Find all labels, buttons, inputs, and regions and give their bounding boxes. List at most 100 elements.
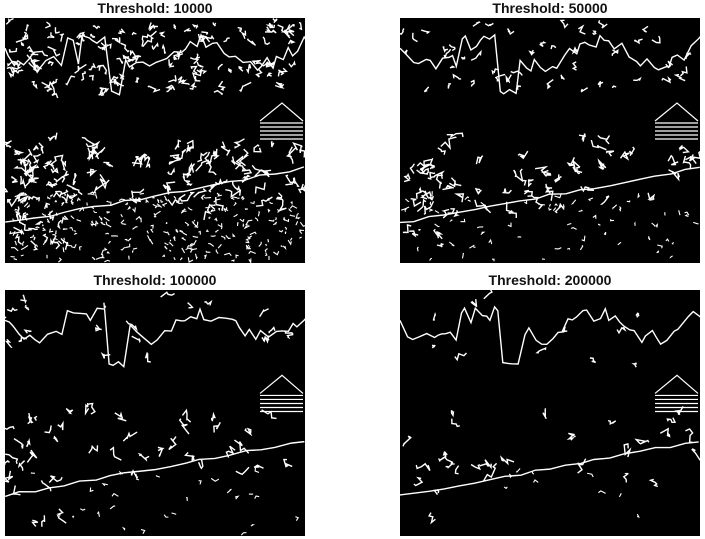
ground-edge: [257, 211, 260, 217]
crowd-edge: [446, 132, 464, 139]
ground-edge: [173, 236, 176, 242]
ground-edge: [185, 247, 192, 251]
crowd-edge: [174, 139, 182, 150]
foliage-edge: [661, 75, 672, 84]
tree-trunk-edge: [453, 209, 460, 218]
crowd-edge: [566, 157, 575, 167]
crowd-edge: [566, 432, 576, 441]
ground-edge: [626, 200, 631, 203]
crowd-edge: [659, 427, 671, 438]
foliage-edge: [116, 57, 124, 65]
ground-edge: [42, 227, 47, 231]
ground-edge: [163, 231, 168, 234]
ground-edge: [69, 226, 74, 231]
ground-edge: [184, 221, 190, 227]
foliage-edge: [442, 46, 449, 53]
crowd-edge: [648, 478, 659, 488]
crowd-edge: [172, 148, 187, 160]
ground-edge: [131, 196, 135, 201]
foliage-edge: [165, 84, 173, 93]
crowd-edge: [297, 188, 305, 194]
ground-edge: [235, 254, 239, 259]
foliage-edge: [195, 53, 201, 60]
ground-edge: [473, 246, 476, 248]
foliage-edge: [74, 63, 87, 74]
crowd-edge: [157, 446, 165, 457]
ground-edge: [67, 195, 73, 199]
ground-edge: [70, 243, 77, 249]
ground-edge: [276, 209, 281, 213]
foliage-edge: [589, 357, 597, 364]
ground-edge: [295, 221, 299, 226]
ground-edge: [152, 196, 155, 199]
foliage-edge: [120, 42, 130, 53]
tree-trunk-edge: [41, 515, 46, 527]
edge-map: [5, 18, 305, 263]
ground-edge: [29, 234, 35, 239]
ground-edge: [267, 208, 271, 213]
tree-trunk-edge: [60, 237, 69, 250]
ground-edge: [480, 201, 486, 207]
foliage-edge: [204, 34, 215, 43]
foliage-edge: [33, 59, 42, 70]
ground-edge: [180, 210, 187, 214]
crowd-edge: [32, 153, 41, 164]
foliage-edge: [191, 67, 203, 80]
edge-image: [400, 290, 700, 536]
ground-edge: [185, 497, 188, 501]
ground-edge: [418, 228, 421, 231]
foliage-edge: [420, 29, 431, 35]
ground-edge: [106, 250, 110, 254]
crowd-edge: [628, 146, 636, 157]
foliage-edge: [45, 21, 52, 29]
crowd-edge: [109, 446, 122, 461]
ground-edge: [278, 229, 284, 233]
foliage-edge: [212, 22, 217, 27]
foliage-edge: [470, 79, 475, 87]
ground-edge: [247, 235, 253, 239]
ground-edge: [102, 223, 106, 226]
ground-edge: [269, 201, 273, 204]
ground-edge: [217, 224, 223, 228]
ground-edge: [108, 240, 111, 244]
tree-trunk-edge: [19, 157, 28, 167]
foliage-edge: [561, 326, 568, 333]
edge-image: [5, 18, 305, 263]
tree-trunk-edge: [48, 210, 55, 221]
crowd-edge: [420, 167, 429, 175]
foliage-edge: [505, 74, 510, 83]
ground-edge: [548, 203, 551, 207]
foliage-edge: [99, 87, 107, 92]
ground-edge: [213, 199, 217, 203]
ground-edge: [210, 204, 216, 207]
crowd-edge: [578, 133, 586, 142]
foliage-edge: [616, 326, 627, 335]
foliage-edge: [100, 64, 108, 76]
ground-edge: [217, 243, 222, 249]
ground-edge: [104, 259, 111, 263]
foliage-edge: [259, 308, 269, 318]
foliage-edge: [494, 73, 506, 82]
ground-edge: [186, 245, 192, 249]
foliage-edge: [454, 352, 468, 362]
crowd-edge: [241, 174, 251, 183]
tree-trunk-edge: [445, 463, 455, 469]
ground-edge: [210, 235, 216, 237]
crowd-edge: [195, 155, 213, 172]
crowd-edge: [577, 458, 587, 474]
ground-edge: [287, 239, 292, 246]
foliage-edge: [246, 38, 257, 46]
crowd-edge: [300, 183, 305, 190]
crowd-edge: [167, 167, 175, 176]
crowd-edge: [14, 193, 29, 202]
foliage-edge: [673, 73, 686, 82]
tree-trunk-edge: [34, 220, 44, 225]
foliage-edge: [118, 73, 125, 80]
foliage-edge: [472, 21, 481, 27]
crowd-edge: [599, 195, 610, 205]
tree-trunk-edge: [26, 166, 32, 175]
ground-edge: [14, 240, 17, 246]
ground-edge: [73, 232, 78, 235]
foliage-edge: [5, 338, 13, 348]
crowd-edge: [84, 402, 90, 416]
